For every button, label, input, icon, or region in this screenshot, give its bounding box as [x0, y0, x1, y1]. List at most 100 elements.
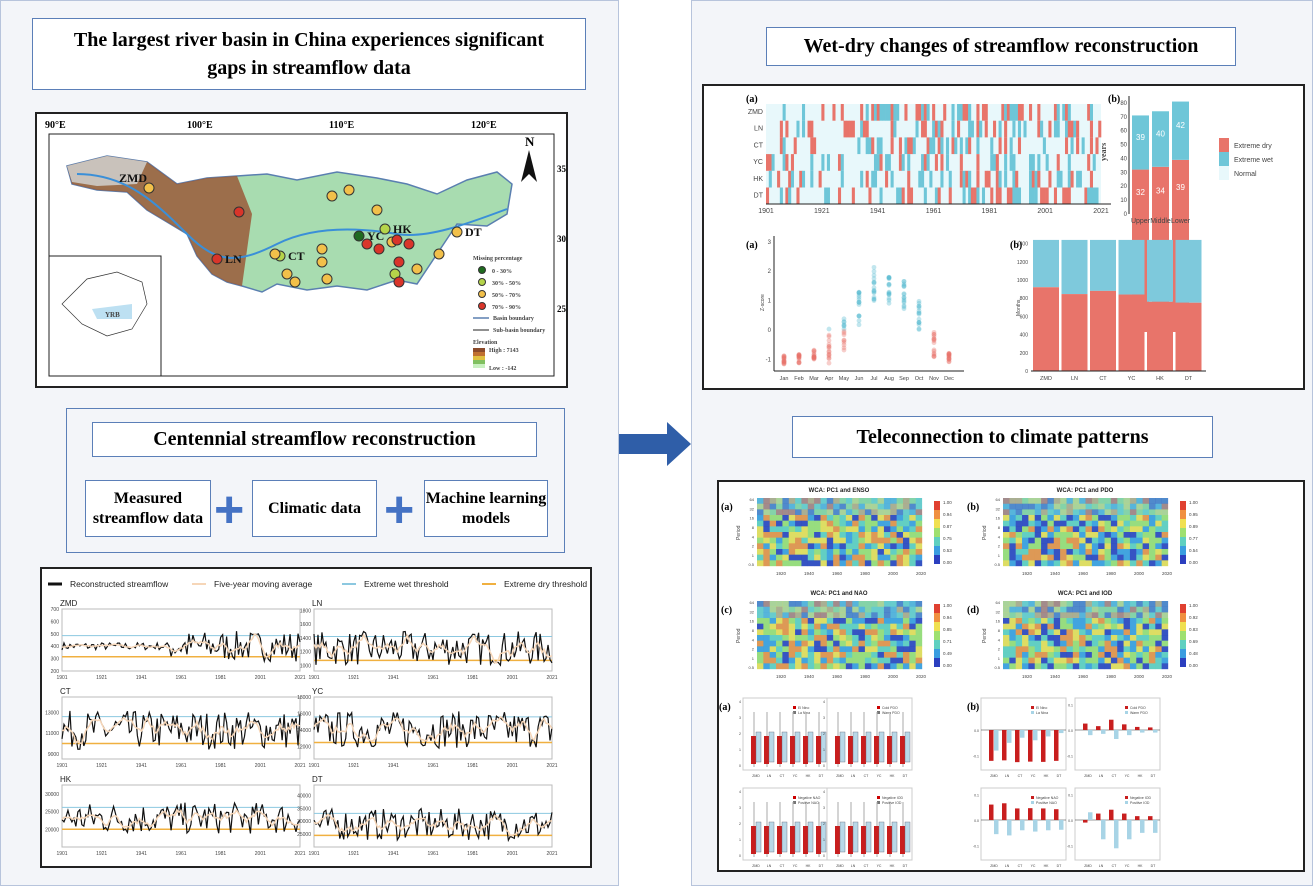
coherence-cell: [1015, 652, 1023, 658]
coherence-cell: [1129, 520, 1137, 527]
coherence-cell: [1003, 554, 1010, 561]
coherence-cell: [852, 560, 859, 567]
coherence-cell: [858, 560, 866, 567]
dry-year-cell: [871, 137, 875, 155]
coherence-cell: [801, 640, 808, 647]
colorbar-tick: 0.53: [943, 548, 952, 553]
y-tick: -0.1: [1067, 755, 1073, 759]
zscore-point: [841, 345, 847, 351]
wet-year-cell: [865, 104, 869, 121]
streamflow-figure: Reconstructed streamflow Five-year moving…: [40, 567, 592, 868]
coherence-cell: [839, 549, 847, 555]
coherence-cell: [820, 618, 828, 624]
wet-year-cell: [887, 154, 891, 171]
y-tick: 0.1: [974, 703, 979, 707]
coherence-cell: [1047, 612, 1054, 619]
zscore-point: [811, 354, 817, 360]
coherence-cell: [807, 663, 815, 670]
coherence-cell: [1034, 509, 1042, 516]
coherence-cell: [1041, 629, 1048, 636]
coherence-cell: [1110, 503, 1118, 510]
coherence-cell: [883, 560, 891, 567]
coherence-cell: [1155, 618, 1162, 624]
coherence-cell: [833, 554, 840, 561]
y-tick: 1400: [300, 636, 311, 642]
dry-year-cell: [810, 137, 814, 155]
y-tick: 11000: [45, 731, 59, 737]
panel-label: (b): [1010, 240, 1022, 251]
box-a: [835, 736, 840, 764]
y-tick: 10: [1120, 198, 1127, 204]
coherence-cell: [1041, 623, 1048, 630]
coherence-cell: [807, 532, 815, 538]
colorbar-segment: [934, 501, 940, 510]
coherence-cell: [1009, 612, 1016, 619]
dry-months-bar: [1175, 302, 1202, 371]
coherence-cell: [833, 663, 840, 670]
coherence-cell: [1123, 663, 1131, 670]
coherence-cell: [1110, 543, 1118, 550]
coherence-cell: [1047, 652, 1054, 658]
coherence-cell: [1022, 663, 1029, 670]
coherence-cell: [858, 652, 866, 658]
y-tick: -1: [766, 357, 772, 363]
map-frame: [48, 133, 555, 377]
coherence-cell: [1155, 498, 1162, 504]
dry-year-cell: [940, 120, 944, 138]
coherence-cell: [1091, 606, 1099, 613]
x-tick: 2001: [255, 851, 266, 857]
coherence-cell: [788, 623, 796, 630]
dry-year-cell: [799, 170, 803, 188]
coherence-cell: [814, 509, 821, 516]
coherence-cell: [1079, 515, 1086, 521]
coherence-cell: [769, 503, 777, 510]
coherence-cell: [1104, 526, 1112, 533]
coherence-cell: [909, 549, 916, 555]
y-tick: 1: [752, 553, 755, 558]
coherence-cell: [864, 635, 872, 641]
coherence-cell: [1142, 601, 1150, 607]
coherence-cell: [1041, 532, 1048, 538]
coherence-cell: [864, 560, 872, 567]
coherence-cell: [1041, 560, 1048, 567]
coherence-cell: [839, 646, 847, 653]
x-tick: 1921: [348, 763, 359, 769]
coherence-cell: [1009, 635, 1016, 641]
coherence-cell: [1053, 663, 1061, 670]
wet-year-cell: [921, 154, 925, 171]
coherence-cell: [852, 537, 859, 544]
y-tick: 32: [996, 506, 1001, 511]
coherence-cell: [896, 612, 904, 619]
wet-year-cell: [990, 154, 994, 171]
wet-year-cell: [912, 137, 916, 155]
coherence-cell: [1136, 618, 1143, 624]
coherence-cell: [896, 520, 904, 527]
coherence-cell: [1117, 498, 1124, 504]
coherence-cell: [1104, 629, 1112, 636]
anomaly-bar-b: [1114, 730, 1119, 739]
coherence-cell: [1009, 629, 1016, 636]
coherence-cell: [814, 498, 821, 504]
coherence-cell: [757, 498, 764, 504]
coherence-cell: [1098, 606, 1105, 613]
x-tick: 2021: [546, 851, 557, 857]
colorbar-segment: [934, 528, 940, 537]
dry-year-cell: [984, 104, 988, 121]
coherence-cell: [877, 629, 885, 636]
coherence-cell: [1117, 612, 1124, 619]
coherence-cell: [871, 503, 878, 510]
coherence-cell: [1129, 657, 1137, 664]
coherence-cell: [1053, 509, 1061, 516]
wet-year-cell: [810, 154, 814, 171]
coherence-cell: [769, 635, 777, 641]
coherence-cell: [1028, 606, 1035, 613]
box-b: [807, 821, 814, 853]
coherence-cell: [1123, 543, 1131, 550]
lat-tick: 25°N: [557, 304, 566, 314]
zscore-point: [946, 353, 952, 359]
coherence-cell: [909, 509, 916, 516]
coherence-cell: [782, 515, 789, 521]
x-tick: HK: [806, 864, 812, 868]
coherence-cell: [915, 543, 923, 550]
coherence-cell: [782, 498, 789, 504]
